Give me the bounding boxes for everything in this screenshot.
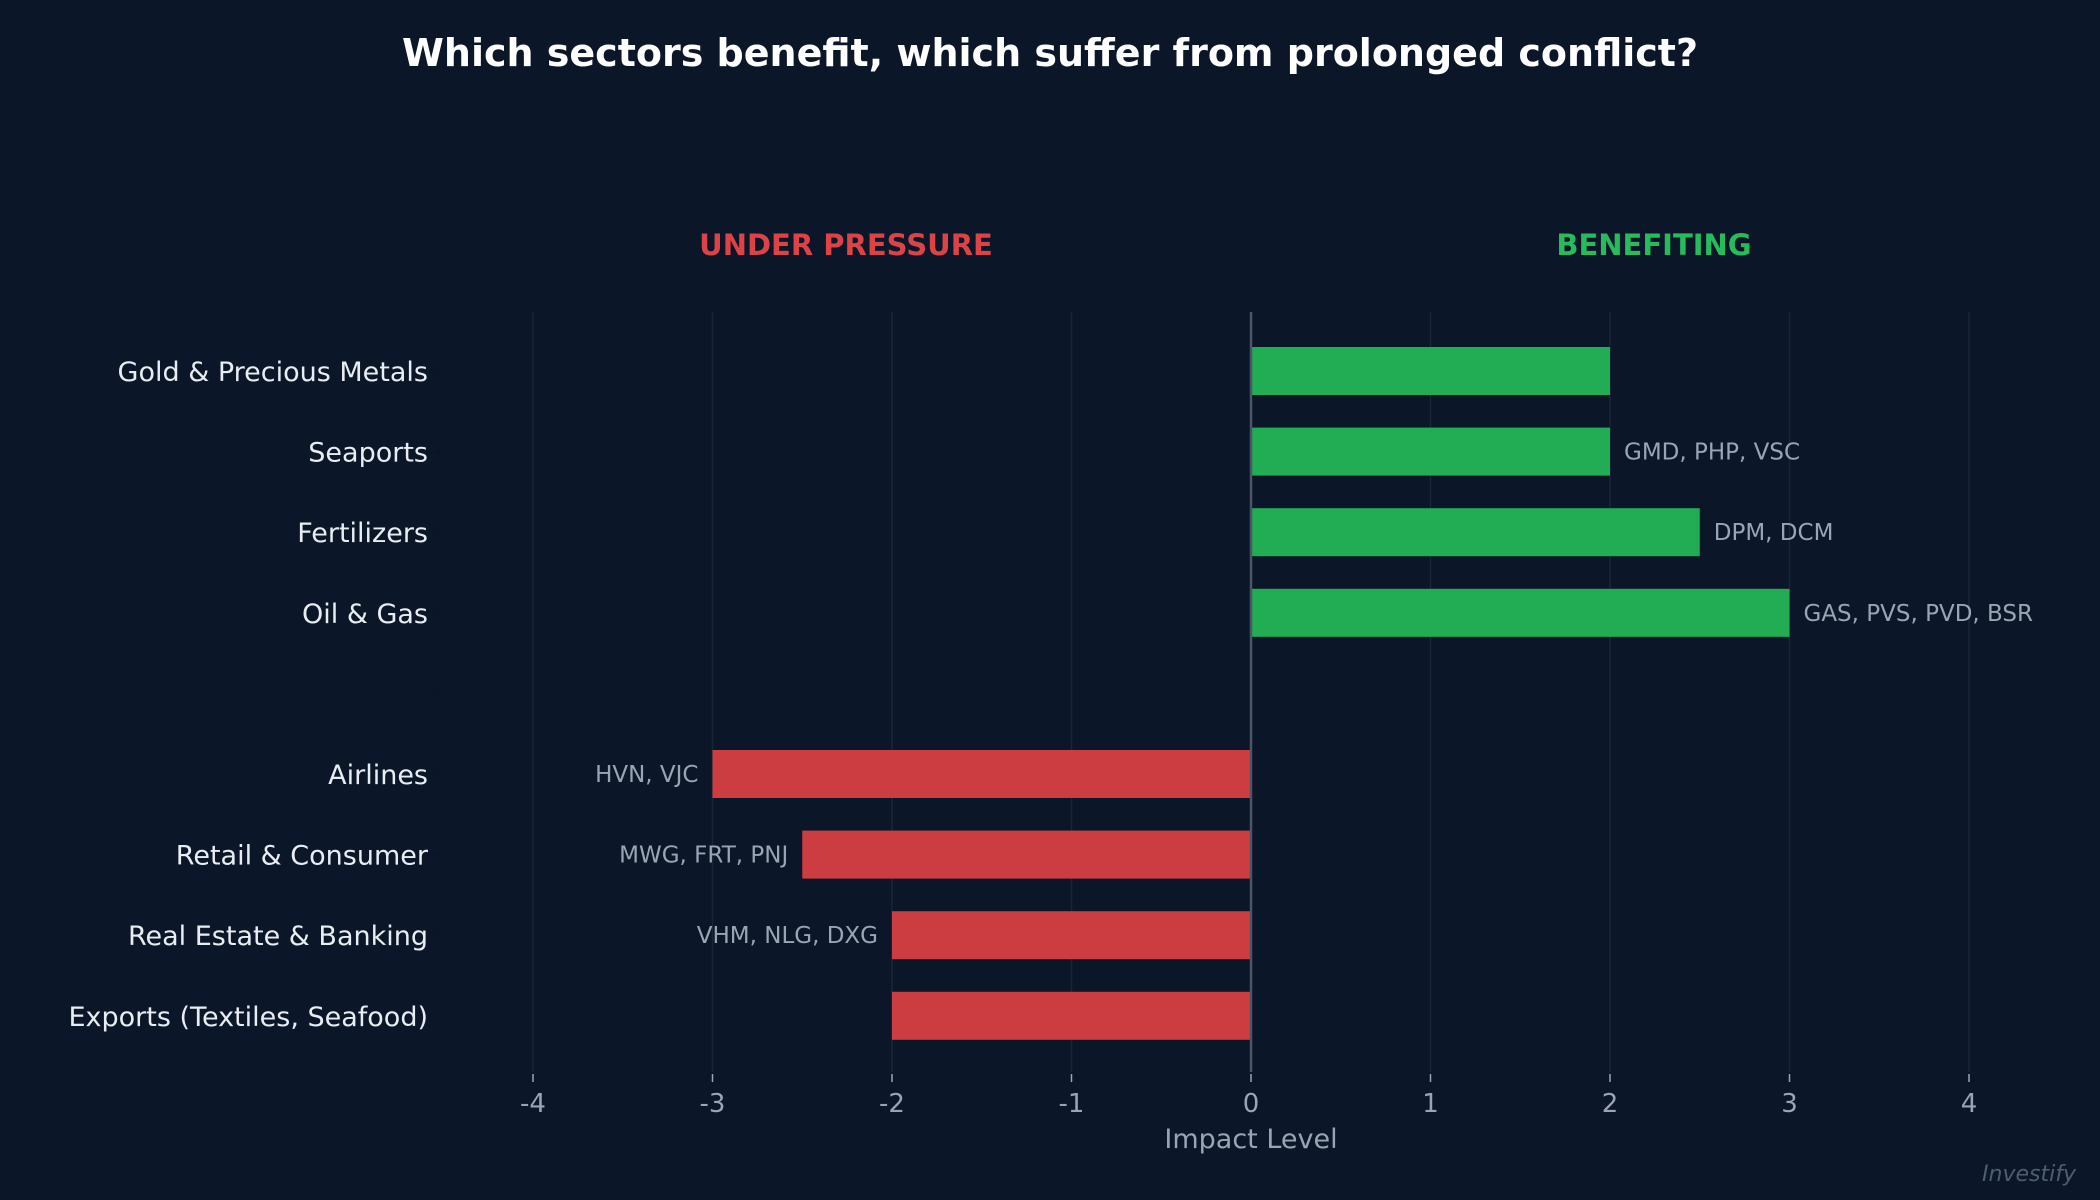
category-labels: Gold & Precious Metals Seaports Fertilizer… xyxy=(68,357,442,1033)
category-label: Exports (Textiles, Seafood) xyxy=(68,1002,428,1033)
bars: GMD, PHP, VSC DPM, DCM GAS, PVS, PVD, BSR H… xyxy=(595,347,2033,1040)
bar xyxy=(892,991,1251,1040)
x-tick-label: 0 xyxy=(1243,1089,1260,1119)
x-tick-labels: -4 -3 -2 -1 0 1 2 3 4 xyxy=(520,1074,1977,1119)
benefiting-header: BENEFITING xyxy=(1556,228,1751,262)
category-label: Seaports xyxy=(308,438,428,469)
ticker-label: MWG, FRT, PNJ xyxy=(619,843,788,869)
category-label: Real Estate & Banking xyxy=(128,921,428,952)
category-label: Oil & Gas xyxy=(302,599,428,630)
bar xyxy=(1251,508,1700,557)
category-label: Fertilizers xyxy=(297,518,428,549)
x-tick-label: 4 xyxy=(1961,1089,1978,1119)
category-label: Gold & Precious Metals xyxy=(118,357,428,388)
x-axis-label: Impact Level xyxy=(1164,1124,1337,1155)
bar xyxy=(802,830,1251,879)
x-tick-label: -4 xyxy=(520,1089,546,1119)
ticker-label: GMD, PHP, VSC xyxy=(1624,440,1800,466)
x-tick-label: -2 xyxy=(879,1089,905,1119)
bar xyxy=(712,750,1251,798)
category-label: Retail & Consumer xyxy=(176,841,429,872)
x-tick-label: -3 xyxy=(700,1089,726,1119)
ticker-label: DPM, DCM xyxy=(1714,520,1834,546)
under-pressure-header: UNDER PRESSURE xyxy=(699,228,993,262)
x-tick-label: 2 xyxy=(1602,1089,1619,1119)
bar xyxy=(1251,347,1610,395)
watermark: Investify xyxy=(1982,1162,2077,1187)
x-tick-label: -1 xyxy=(1059,1089,1085,1119)
chart-title: Which sectors benefit, which suffer from… xyxy=(402,31,1698,75)
bar xyxy=(1251,588,1790,637)
x-tick-label: 3 xyxy=(1781,1089,1798,1119)
ticker-label: VHM, NLG, DXG xyxy=(697,923,878,949)
ticker-label: HVN, VJC xyxy=(595,762,698,788)
gridlines xyxy=(532,312,1970,1072)
ticker-label: GAS, PVS, PVD, BSR xyxy=(1804,601,2034,627)
bar xyxy=(892,911,1251,960)
bar xyxy=(1251,427,1610,476)
category-label: Airlines xyxy=(328,760,428,791)
x-tick-label: 1 xyxy=(1422,1089,1439,1119)
